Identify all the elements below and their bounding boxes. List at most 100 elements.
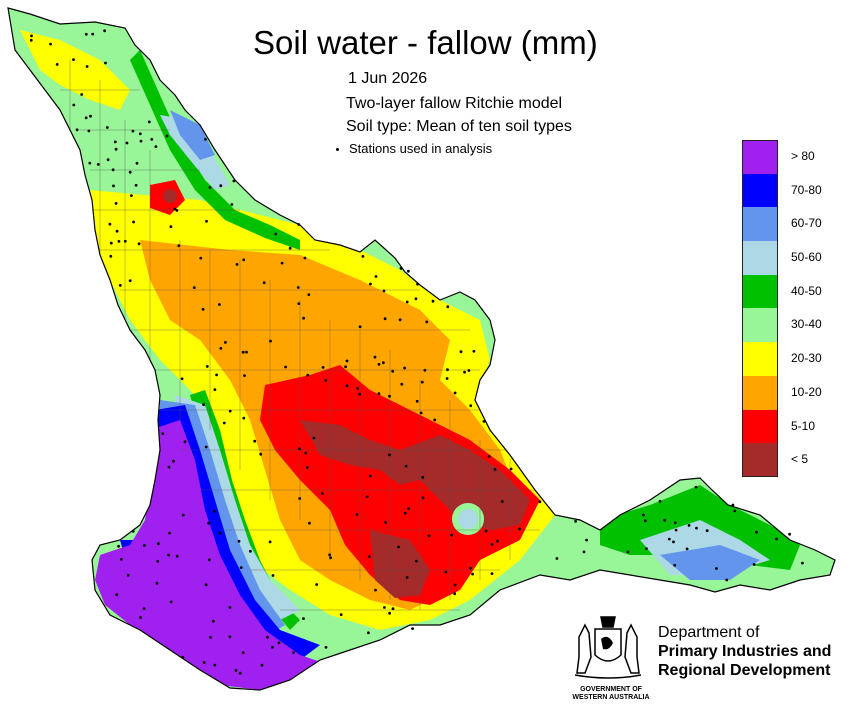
station-dot: [388, 394, 391, 398]
legend-swatch: [742, 207, 778, 242]
station-dot: [453, 583, 457, 587]
station-dot: [453, 592, 457, 596]
station-dot: [113, 140, 117, 144]
station-dot: [106, 158, 110, 162]
station-dot: [157, 542, 160, 546]
station-dot: [91, 32, 95, 36]
station-dot: [383, 606, 386, 609]
station-dot: [242, 258, 246, 262]
station-dot: [288, 246, 292, 250]
station-dot: [321, 366, 325, 369]
station-dot: [243, 374, 246, 377]
station-dot: [407, 507, 411, 510]
station-dot: [29, 38, 33, 42]
station-dot: [405, 576, 409, 579]
station-dot: [801, 561, 804, 565]
legend-swatch: [742, 140, 778, 174]
station-dot: [538, 500, 542, 504]
legend-label: 5-10: [791, 418, 816, 433]
station-dot: [218, 303, 221, 306]
station-dot: [72, 103, 76, 107]
station-dot: [114, 147, 118, 151]
station-dot: [228, 606, 232, 609]
station-dot: [345, 359, 349, 363]
legend-label: 60-70: [791, 216, 822, 231]
station-dot: [128, 170, 132, 174]
station-dot: [358, 325, 362, 329]
station-dot: [733, 509, 737, 513]
station-dot: [180, 377, 184, 381]
station-dot: [574, 519, 577, 523]
station-dot: [204, 445, 208, 449]
station-dot: [181, 655, 185, 659]
legend-label: 70-80: [791, 182, 822, 197]
station-dot: [472, 349, 476, 353]
station-dot: [172, 459, 175, 463]
station-dot: [463, 370, 466, 374]
station-dot: [208, 186, 212, 189]
station-dot: [268, 540, 272, 544]
station-dot: [109, 241, 113, 245]
legend-swatch: [742, 308, 778, 343]
station-dot: [103, 29, 106, 33]
station-dots: [29, 29, 804, 675]
station-dot: [139, 139, 143, 143]
station-dot: [274, 232, 278, 236]
station-dot: [658, 499, 662, 503]
legend-swatch: [742, 409, 778, 444]
station-dot: [138, 132, 142, 136]
station-dot: [228, 635, 232, 639]
station-dot: [260, 663, 264, 667]
station-dot: [126, 573, 130, 577]
station-dot: [177, 244, 181, 248]
station-dot: [228, 409, 232, 413]
station-dot: [467, 369, 471, 372]
station-dot: [788, 532, 791, 536]
station-dot: [84, 32, 88, 36]
station-dot: [687, 524, 691, 527]
station-dot: [271, 645, 274, 649]
station-dot: [205, 219, 208, 223]
stations-note-label: Stations used in analysis: [349, 141, 493, 156]
station-dot: [131, 529, 135, 533]
station-dot: [419, 411, 423, 415]
station-dot: [219, 347, 223, 350]
station-dot: [585, 538, 588, 542]
station-dot: [755, 530, 758, 534]
station-dot: [224, 341, 227, 344]
station-dot: [420, 380, 424, 384]
station-dot: [642, 513, 645, 517]
station-dot: [209, 636, 212, 639]
station-dot: [312, 436, 316, 440]
station-dot: [626, 550, 630, 554]
station-dot: [399, 267, 403, 270]
station-dot: [161, 432, 165, 435]
station-dot: [105, 126, 109, 129]
station-dot: [207, 558, 211, 562]
department-line2: Primary Industries and: [658, 643, 832, 660]
station-dot: [518, 527, 521, 531]
station-dot: [49, 42, 52, 46]
station-dot: [444, 570, 448, 574]
station-dot: [673, 563, 677, 567]
station-dot: [131, 129, 135, 133]
station-dot: [112, 184, 115, 188]
station-dot: [482, 420, 486, 423]
station-dot: [155, 581, 159, 585]
station-dot: [500, 500, 504, 503]
station-dot: [80, 93, 84, 96]
station-dot: [673, 521, 677, 525]
station-dot: [207, 521, 211, 525]
station-dot: [490, 542, 494, 546]
station-dot: [253, 439, 257, 443]
station-dot: [433, 418, 437, 422]
station-dot: [30, 34, 33, 38]
station-dot: [199, 256, 203, 260]
station-dot: [192, 286, 196, 289]
station-dot: [377, 362, 381, 366]
station-dot: [471, 572, 474, 576]
station-dot: [204, 583, 208, 587]
station-dot: [128, 279, 132, 283]
station-dot: [509, 467, 513, 471]
station-dot: [75, 128, 79, 132]
